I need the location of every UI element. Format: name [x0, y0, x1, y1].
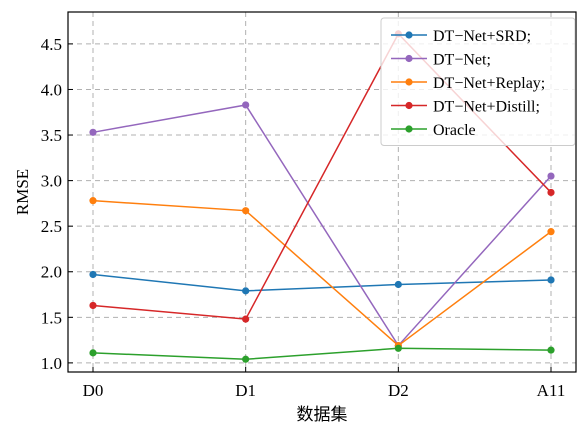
data-point: [89, 349, 97, 357]
data-point: [242, 355, 250, 363]
legend-item: DT−Net+Distill;: [391, 99, 540, 116]
data-point: [394, 280, 402, 289]
x-axis-title: 数据集: [297, 405, 348, 424]
y-tick-label: 4.0: [41, 80, 62, 99]
legend-label: DT−Net;: [433, 52, 491, 69]
legend: DT−Net+SRD; DT−Net; DT−Net+Replay; DT−Net+D…: [380, 17, 576, 146]
data-point: [89, 270, 97, 279]
data-point: [242, 101, 250, 109]
y-tick-label: 1.0: [41, 354, 62, 373]
data-point: [242, 287, 250, 295]
data-point: [89, 128, 97, 136]
x-tick-label: D2: [388, 381, 409, 400]
data-point: [547, 188, 555, 197]
legend-swatch-marker: [405, 78, 413, 86]
series-group: [89, 270, 555, 295]
series-line: [92, 199, 552, 347]
data-point: [394, 344, 402, 352]
data-point: [89, 197, 97, 205]
y-tick-label: 1.5: [41, 308, 62, 327]
x-tick-label: D1: [235, 381, 256, 400]
series-line: [92, 273, 552, 292]
legend-label: DT−Net+SRD;: [433, 28, 531, 45]
data-point: [89, 301, 97, 310]
legend-swatch-marker: [405, 31, 413, 39]
legend-item: Oracle: [391, 122, 476, 139]
ticks: D0 D1 D2 A11 1.0 1.5 2.0 2.5 3.0 3.5 4.0 4.5: [41, 35, 566, 400]
legend-swatch-marker: [405, 54, 413, 63]
y-tick-label: 2.0: [41, 263, 62, 282]
series-line: [92, 104, 552, 347]
data-point: [547, 228, 555, 236]
legend-item: DT−Net+SRD;: [391, 28, 531, 45]
legend-swatch-marker: [405, 101, 413, 110]
series-group: [89, 344, 555, 363]
data-point: [547, 346, 555, 354]
y-tick-label: 3.5: [41, 126, 62, 145]
x-tick-label: A11: [537, 381, 566, 400]
plot-frame: [67, 11, 577, 373]
y-axis-title: RMSE: [13, 169, 32, 215]
legend-box: [380, 17, 576, 146]
legend-swatch-marker: [405, 125, 413, 133]
y-tick-label: 3.0: [41, 172, 62, 191]
y-tick-label: 2.5: [41, 217, 62, 236]
data-point: [547, 172, 555, 180]
x-tick-label: D0: [83, 381, 104, 400]
y-tick-label: 4.5: [41, 35, 62, 54]
legend-item: DT−Net+Replay;: [391, 75, 545, 92]
series-group: [89, 197, 555, 350]
data-point: [547, 276, 555, 284]
legend-label: Oracle: [433, 122, 476, 139]
data-point: [242, 315, 250, 323]
series-line: [92, 347, 552, 360]
data-point: [242, 207, 250, 215]
legend-label: DT−Net+Replay;: [433, 75, 545, 92]
legend-item: DT−Net;: [391, 52, 491, 69]
legend-label: DT−Net+Distill;: [433, 99, 540, 116]
